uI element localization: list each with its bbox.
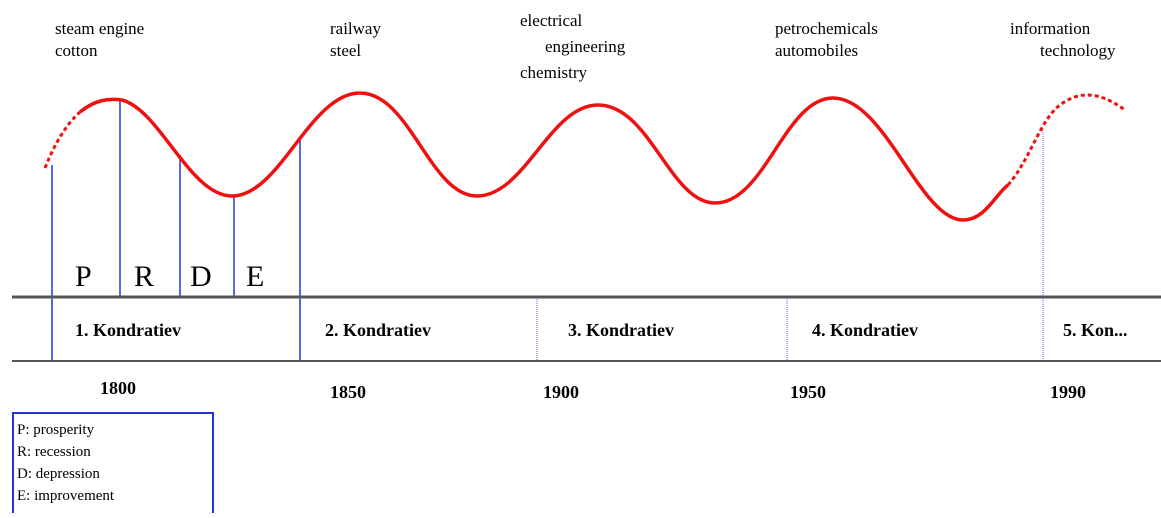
wave [78, 91, 1010, 222]
cycle-label: 2. Kondratiev [325, 320, 431, 340]
year: 1800 [100, 378, 136, 398]
innovation: steam engine [55, 19, 144, 38]
innovation: petrochemicals [775, 19, 878, 38]
year: 1950 [790, 382, 826, 402]
phase: E [246, 260, 264, 293]
year: 1900 [543, 382, 579, 402]
innovation: automobiles [775, 41, 858, 60]
legend-item: P: prosperity [17, 422, 95, 438]
legend-item: R: recession [17, 444, 91, 460]
year: 1850 [330, 382, 366, 402]
phase: D [190, 260, 212, 293]
phase-lines [51, 100, 301, 360]
innovation: chemistry [520, 63, 588, 82]
cycle-label: 4. Kondratiev [812, 320, 918, 340]
cycle-label: 1. Kondratiev [75, 320, 181, 340]
innovation: engineering [545, 37, 626, 56]
year: 1990 [1050, 382, 1086, 402]
innovation: information [1010, 19, 1091, 38]
wave-dotted [1006, 93, 1126, 186]
innovation: electrical [520, 11, 583, 30]
wave-dotted [43, 110, 82, 169]
cycle-dividers [536, 130, 1044, 360]
phase: P [75, 260, 92, 293]
innovation: cotton [55, 41, 98, 60]
cycle-label: 5. Kon... [1063, 320, 1128, 340]
innovation: railway [330, 19, 381, 38]
cycle-label: 3. Kondratiev [568, 320, 674, 340]
phase: R [134, 260, 154, 293]
legend-item: D: depression [17, 466, 100, 482]
legend-item: E: improvement [17, 488, 115, 504]
innovation: technology [1040, 41, 1116, 60]
innovation: steel [330, 41, 361, 60]
